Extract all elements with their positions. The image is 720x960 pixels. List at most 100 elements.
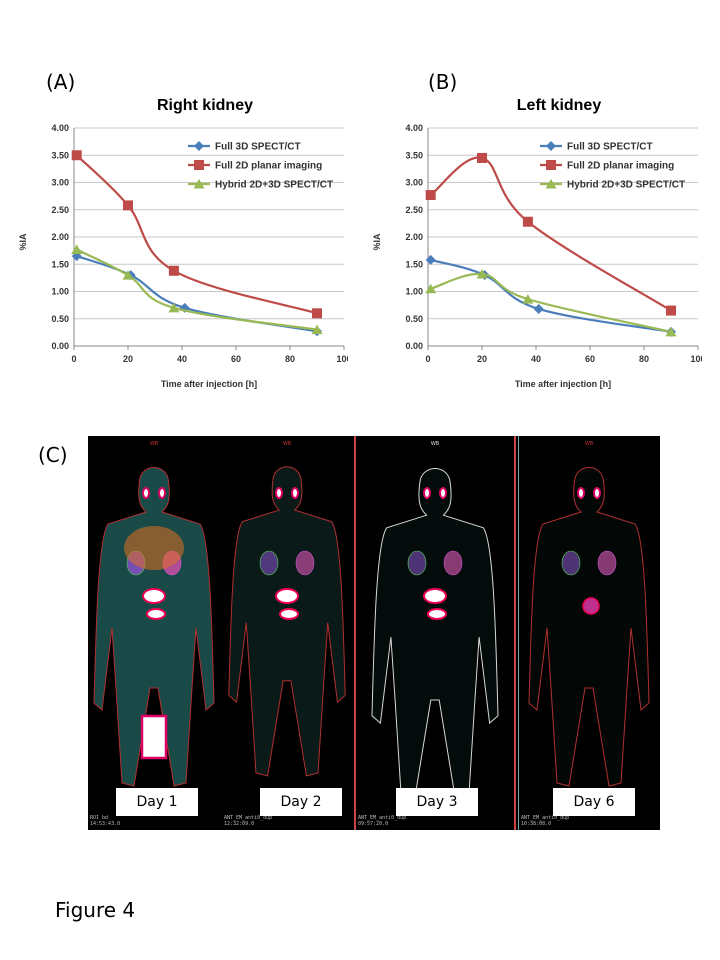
scan-footer-time: 12:32:09.0 (224, 821, 255, 827)
y-tick-label: 3.00 (405, 178, 423, 188)
legend-label: Full 3D SPECT/CT (215, 142, 301, 153)
legend-marker (546, 160, 556, 170)
data-point (425, 190, 436, 201)
scan-day6-image: WB (528, 441, 650, 787)
y-tick-label: 1.00 (51, 287, 69, 297)
x-tick-label: 0 (71, 354, 76, 364)
scan-day1-image: WB (93, 441, 215, 787)
data-point (122, 270, 134, 280)
kidney-right-region (597, 550, 617, 576)
body-silhouette (228, 466, 346, 777)
chart-left-kidney-svg: Left kidney 0.00 0.50 1.00 1.50 2.00 2.50 3.00 3… (372, 97, 702, 389)
y-tick-label: 3.50 (51, 150, 69, 160)
scan-footer-time: 09:57:20.0 (358, 821, 389, 827)
body-scan: WB (371, 441, 499, 804)
data-point (311, 324, 323, 335)
y-tick-label: 3.50 (405, 150, 423, 160)
data-point (477, 152, 487, 163)
scan-footer-time: 10:38:08.0 (521, 821, 552, 827)
scan-header: WB (585, 441, 594, 447)
data-point (168, 265, 179, 276)
data-point (425, 254, 436, 265)
legend-marker (194, 160, 204, 170)
legend-label: Hybrid 2D+3D SPECT/CT (567, 180, 685, 191)
figure-caption: Figure 4 (55, 898, 136, 922)
gland-hotspot (423, 487, 431, 499)
y-tick-label: 2.50 (405, 205, 423, 215)
gland-hotspot (142, 487, 150, 499)
x-tick-label: 100 (690, 354, 702, 364)
day-label: Day 6 (553, 788, 635, 816)
body-silhouette (528, 467, 650, 787)
kidney-left-region (407, 550, 427, 576)
y-tick-label: 1.00 (405, 287, 423, 297)
y-tick-label: 0.00 (405, 341, 423, 351)
liver-uptake (124, 526, 184, 570)
panel-label-c: (C) (38, 443, 68, 467)
data-point (71, 244, 83, 255)
body-scan: WB (93, 441, 215, 787)
kidney-right-region (443, 550, 463, 576)
data-point (665, 326, 677, 337)
scan-image-strip: WB ROI bd 14:53:43.0 Day 1 WB ANT_EM_ant… (88, 436, 660, 830)
data-point (522, 294, 534, 304)
scan-footer-1: ANT_EM_anti0_dup (358, 815, 407, 821)
body-silhouette (93, 467, 215, 787)
scan-footer-time: 14:53:43.0 (90, 821, 121, 827)
legend-label: Hybrid 2D+3D SPECT/CT (215, 180, 333, 191)
bowel-hotspot (582, 597, 600, 615)
panel-label-b: (B) (428, 70, 458, 94)
x-tick-label: 60 (585, 354, 595, 364)
series-line (430, 272, 672, 333)
chart-right-kidney: Right kidney 0.00 0.50 1.00 1.50 2.00 2.50 3.00… (18, 90, 348, 400)
y-tick-label: 1.50 (405, 259, 423, 269)
gland-hotspot (158, 487, 166, 499)
chart-left-kidney: Left kidney 0.00 0.50 1.00 1.50 2.00 2.50 3.00 3… (372, 90, 702, 400)
scan-header: WB (283, 441, 292, 447)
day-label: Day 1 (116, 788, 198, 816)
x-tick-label: 80 (639, 354, 649, 364)
day-label: Day 2 (260, 788, 342, 816)
bowel-hotspot (279, 608, 299, 620)
chart-title: Left kidney (517, 97, 602, 114)
legend-marker (546, 141, 556, 151)
data-point (666, 305, 676, 316)
y-tick-label: 1.50 (51, 259, 69, 269)
scan-footer-1: ANT_EM_anti0_dup (224, 815, 273, 821)
scan-header: WB (431, 441, 440, 447)
scan-day3-image: WB (371, 441, 499, 804)
y-tick-label: 4.00 (51, 123, 69, 133)
body-scan: WB (528, 441, 650, 787)
scan-footer-1: ANT_EM_anti0_dup (521, 815, 570, 821)
x-tick-label: 0 (425, 354, 430, 364)
bowel-hotspot (427, 608, 447, 620)
y-tick-label: 0.50 (405, 314, 423, 324)
scan-day2-image: WB (228, 441, 346, 777)
kidney-left-region (259, 550, 279, 576)
gland-hotspot (291, 487, 299, 499)
legend-marker (193, 179, 205, 189)
scan-day2: WB ANT_EM_anti0_dup 12:32:09.0 Day 2 (222, 436, 352, 830)
y-tick-label: 0.50 (51, 314, 69, 324)
y-axis-label: %IA (18, 233, 28, 251)
kidney-right-region (295, 550, 315, 576)
y-tick-label: 0.00 (51, 341, 69, 351)
panel-label-a: (A) (46, 70, 76, 94)
data-point (168, 302, 180, 313)
legend-label: Full 3D SPECT/CT (567, 142, 653, 153)
legend-marker (194, 141, 204, 151)
gland-hotspot (275, 487, 283, 499)
x-axis-label: Time after injection [h] (515, 379, 611, 389)
data-point (533, 303, 544, 314)
gland-hotspot (577, 487, 585, 499)
x-tick-label: 40 (531, 354, 541, 364)
x-tick-label: 20 (477, 354, 487, 364)
data-point (123, 200, 133, 211)
y-tick-label: 2.50 (51, 205, 69, 215)
scan-footer-1: ROI bd (90, 815, 109, 821)
kidney-left-region (561, 550, 581, 576)
x-tick-label: 60 (231, 354, 241, 364)
body-scan: WB (228, 441, 346, 777)
scan-day3: WB ANT_EM_anti0_dup 09:57:20.0 Day 3 (354, 436, 516, 830)
x-axis-label: Time after injection [h] (161, 379, 257, 389)
